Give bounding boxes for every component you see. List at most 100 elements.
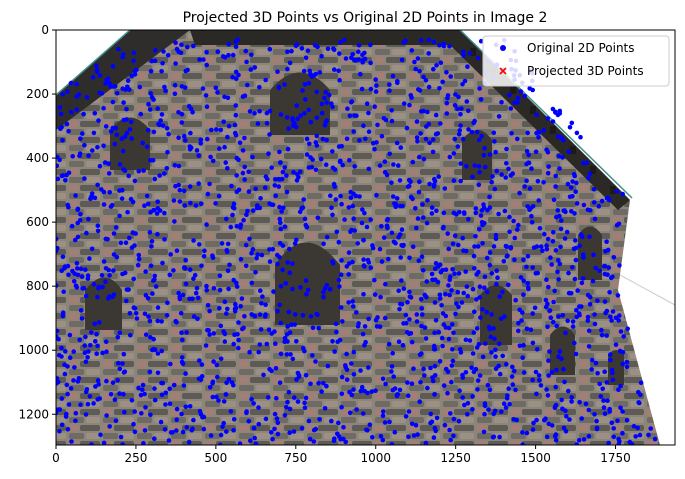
original-2d-point xyxy=(78,402,83,408)
original-2d-point xyxy=(296,372,302,378)
original-2d-point xyxy=(132,243,137,248)
original-2d-point xyxy=(624,364,630,370)
original-2d-point xyxy=(290,356,296,362)
original-2d-point xyxy=(213,201,218,206)
original-2d-point xyxy=(63,178,68,183)
original-2d-point xyxy=(112,141,118,147)
original-2d-point xyxy=(107,273,112,278)
original-2d-point xyxy=(257,109,262,114)
original-2d-point xyxy=(569,395,574,400)
original-2d-point xyxy=(317,417,322,422)
original-2d-point xyxy=(179,359,185,365)
original-2d-point xyxy=(304,292,309,297)
original-2d-point xyxy=(340,319,345,324)
original-2d-point xyxy=(414,312,420,317)
original-2d-point xyxy=(111,252,117,257)
original-2d-point xyxy=(493,236,499,241)
original-2d-point xyxy=(479,220,485,225)
original-2d-point xyxy=(84,230,89,236)
original-2d-point xyxy=(319,389,324,394)
original-2d-point xyxy=(366,110,371,116)
original-2d-point xyxy=(364,224,370,230)
original-2d-point xyxy=(249,250,254,256)
original-2d-point xyxy=(560,313,566,318)
original-2d-point xyxy=(263,416,269,422)
original-2d-point xyxy=(350,259,355,265)
original-2d-point xyxy=(372,292,378,297)
original-2d-point xyxy=(316,325,322,331)
original-2d-point xyxy=(548,255,553,260)
original-2d-point xyxy=(181,133,187,139)
original-2d-point xyxy=(451,210,457,216)
original-2d-point xyxy=(421,215,426,220)
original-2d-point xyxy=(349,99,354,105)
original-2d-point xyxy=(225,241,231,247)
original-2d-point xyxy=(282,224,288,229)
original-2d-point xyxy=(589,357,595,363)
original-2d-point xyxy=(476,137,482,143)
original-2d-point xyxy=(180,292,186,298)
legend-marker-projected xyxy=(499,67,507,75)
original-2d-point xyxy=(441,322,447,327)
original-2d-point xyxy=(77,153,82,159)
original-2d-point xyxy=(68,386,74,391)
original-2d-point xyxy=(516,222,521,228)
original-2d-point xyxy=(544,387,549,392)
original-2d-point xyxy=(112,397,118,403)
original-2d-point xyxy=(301,197,307,202)
original-2d-point xyxy=(75,379,81,384)
original-2d-point xyxy=(456,304,461,310)
original-2d-point xyxy=(269,331,275,336)
original-2d-point xyxy=(374,324,380,329)
original-2d-point xyxy=(57,407,63,412)
original-2d-point xyxy=(345,106,350,111)
original-2d-point xyxy=(234,224,240,229)
original-2d-point xyxy=(599,198,605,204)
original-2d-point xyxy=(403,414,409,419)
original-2d-point xyxy=(173,183,178,189)
original-2d-point xyxy=(236,337,241,343)
original-2d-point xyxy=(404,125,410,131)
original-2d-point xyxy=(485,382,491,388)
original-2d-point xyxy=(204,222,209,227)
original-2d-point xyxy=(507,92,512,98)
original-2d-point xyxy=(448,411,453,416)
original-2d-point xyxy=(306,107,312,113)
original-2d-point xyxy=(294,339,299,344)
original-2d-point xyxy=(94,63,99,68)
original-2d-point xyxy=(173,61,178,66)
original-2d-point xyxy=(470,351,476,356)
original-2d-point xyxy=(577,399,582,405)
original-2d-point xyxy=(187,296,192,302)
original-2d-point xyxy=(555,269,560,275)
original-2d-point xyxy=(501,401,507,407)
original-2d-point xyxy=(369,389,375,394)
original-2d-point xyxy=(534,347,540,352)
original-2d-point xyxy=(114,132,120,138)
original-2d-point xyxy=(101,105,106,111)
original-2d-point xyxy=(496,341,502,347)
original-2d-point xyxy=(471,253,477,259)
original-2d-point xyxy=(159,319,164,324)
original-2d-point xyxy=(596,203,602,209)
original-2d-point xyxy=(417,399,423,405)
original-2d-point xyxy=(119,196,125,201)
original-2d-point xyxy=(209,127,214,133)
original-2d-point xyxy=(339,258,344,263)
original-2d-point xyxy=(507,401,512,407)
original-2d-point xyxy=(326,92,332,98)
original-2d-point xyxy=(191,43,196,49)
original-2d-point xyxy=(631,423,637,429)
original-2d-point xyxy=(466,127,471,132)
original-2d-point xyxy=(205,327,210,333)
original-2d-point xyxy=(66,128,71,134)
original-2d-point xyxy=(362,264,367,269)
original-2d-point xyxy=(74,285,80,290)
original-2d-point xyxy=(147,230,153,235)
original-2d-point xyxy=(486,324,492,330)
original-2d-point xyxy=(451,416,457,422)
original-2d-points-series xyxy=(56,37,658,445)
original-2d-point xyxy=(601,398,606,403)
original-2d-point xyxy=(259,301,264,306)
original-2d-point xyxy=(176,135,181,140)
